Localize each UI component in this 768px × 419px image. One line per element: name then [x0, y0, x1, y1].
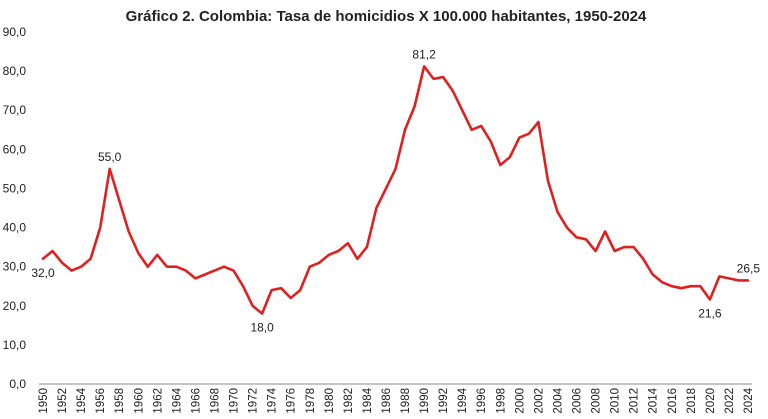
- homicide-rate-series-line: [41, 65, 750, 315]
- x-tick-label: 1984: [362, 387, 374, 413]
- y-tick-label: 40,0: [3, 221, 27, 235]
- y-tick-label: 90,0: [3, 25, 27, 39]
- x-tick-label: 1976: [286, 388, 298, 414]
- x-tick-label: 1952: [57, 388, 69, 414]
- x-tick-label: 2012: [629, 388, 641, 414]
- data-label: 21,6: [698, 307, 722, 321]
- y-tick-label: 0,0: [9, 377, 26, 391]
- x-tick-label: 2014: [648, 387, 660, 413]
- y-axis-tick-labels: 0,0 10,0 20,0 30,0 40,0 50,0 60,0 70,0 80,0 90,0: [3, 25, 27, 391]
- x-tick-label: 1988: [400, 388, 412, 414]
- y-tick-label: 20,0: [3, 299, 27, 313]
- y-tick-label: 80,0: [3, 64, 27, 78]
- data-label: 81,2: [412, 47, 436, 61]
- x-tick-label: 1998: [495, 388, 507, 414]
- x-tick-label: 1978: [305, 388, 317, 414]
- x-tick-label: 1960: [133, 388, 145, 414]
- y-tick-label: 30,0: [3, 260, 27, 274]
- x-tick-label: 2000: [514, 388, 526, 414]
- y-tick-label: 10,0: [3, 338, 27, 352]
- x-tick-label: 1970: [229, 388, 241, 414]
- x-tick-label: 1968: [209, 388, 221, 414]
- x-tick-label: 2006: [572, 388, 584, 414]
- x-tick-label: 1954: [76, 387, 88, 413]
- x-tick-label: 1964: [171, 387, 183, 413]
- x-tick-label: 2010: [610, 388, 622, 414]
- x-tick-label: 1972: [248, 388, 260, 414]
- x-tick-label: 1974: [267, 387, 279, 413]
- x-axis-tick-labels: 1950 1952 1954 1956 1958 1960 1962 1964 1966 1968…: [38, 387, 755, 413]
- y-tick-label: 70,0: [3, 103, 27, 117]
- x-tick-label: 1996: [476, 388, 488, 414]
- x-tick-label: 2016: [667, 388, 679, 414]
- y-tick-label: 60,0: [3, 142, 27, 156]
- x-tick-label: 1980: [324, 388, 336, 414]
- x-tick-label: 2018: [686, 388, 698, 414]
- data-labels: 32,0 55,0 18,0 81,2 21,6 26,5: [31, 47, 760, 334]
- x-tick-label: 2002: [533, 388, 545, 414]
- x-tick-label: 1962: [152, 388, 164, 414]
- x-tick-label: 1994: [457, 387, 469, 413]
- x-tick-label: 1966: [190, 388, 202, 414]
- x-tick-label: 1982: [343, 388, 355, 414]
- x-tick-label: 2004: [552, 387, 564, 413]
- data-label: 55,0: [98, 150, 122, 164]
- data-label: 32,0: [31, 266, 55, 280]
- x-tick-label: 2008: [591, 388, 603, 414]
- x-tick-label: 2024: [743, 387, 755, 413]
- x-tick-label: 1950: [38, 388, 50, 414]
- data-label: 26,5: [737, 261, 761, 275]
- y-tick-label: 50,0: [3, 181, 27, 195]
- x-tick-label: 1986: [381, 388, 393, 414]
- x-tick-label: 2020: [705, 388, 717, 414]
- x-tick-label: 1992: [438, 388, 450, 414]
- x-tick-label: 1990: [419, 388, 431, 414]
- x-tick-label: 1956: [95, 388, 107, 414]
- data-label: 18,0: [250, 321, 274, 335]
- chart-title: Gráfico 2. Colombia: Tasa de homicidios …: [126, 8, 647, 25]
- x-tick-label: 1958: [114, 388, 126, 414]
- x-tick-label: 2022: [724, 388, 736, 414]
